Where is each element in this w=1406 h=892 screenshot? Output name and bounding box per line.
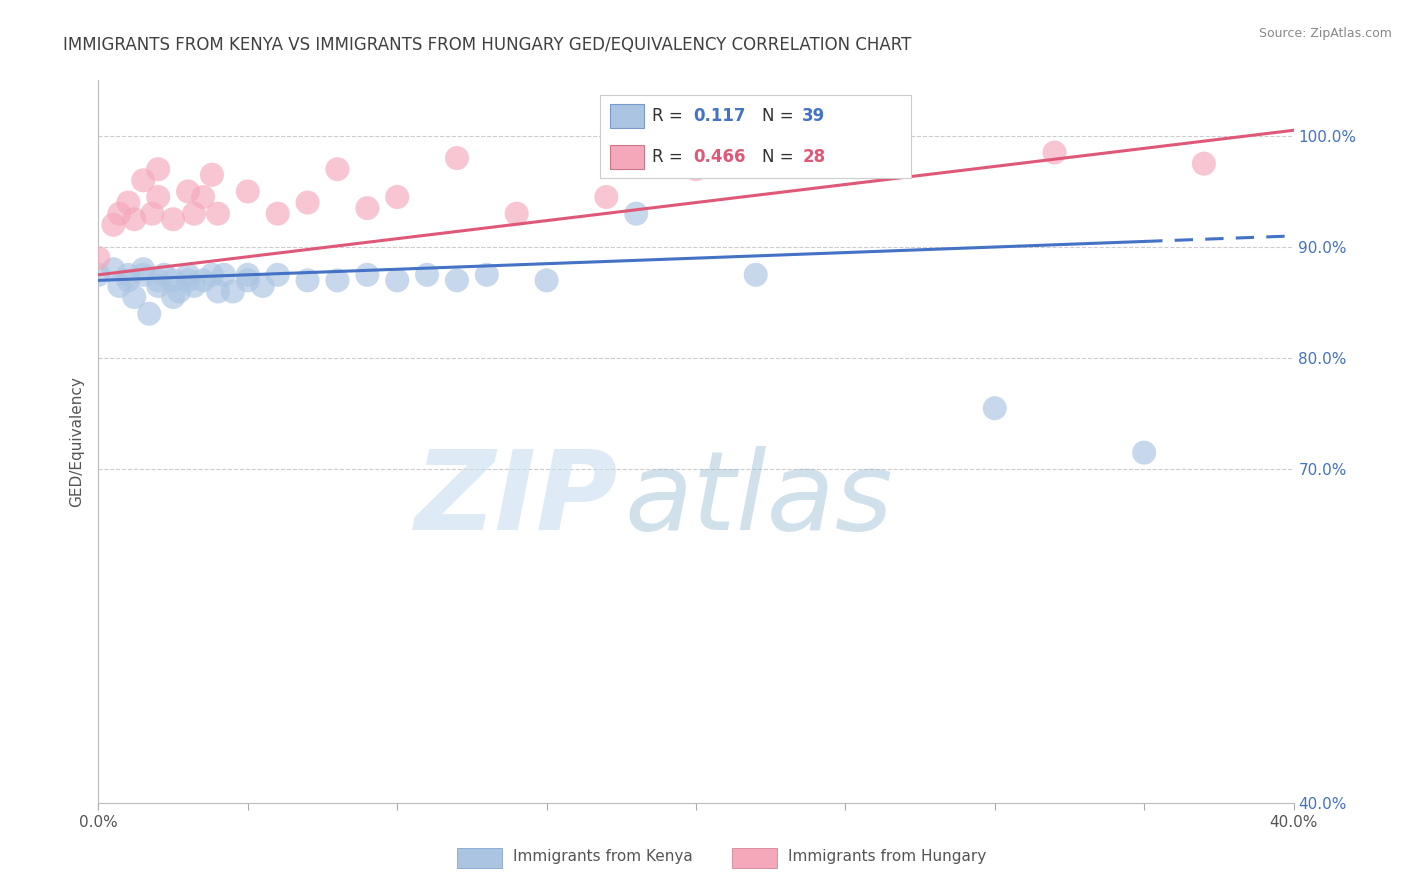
Point <box>834 156 856 170</box>
Point <box>236 185 259 199</box>
Point <box>117 195 139 210</box>
Point <box>103 262 125 277</box>
Point <box>626 207 648 221</box>
Point <box>595 190 617 204</box>
Point <box>153 268 176 282</box>
Point <box>132 262 155 277</box>
Point <box>385 190 409 204</box>
Point <box>177 273 200 287</box>
Point <box>183 279 205 293</box>
Point <box>132 173 155 187</box>
Point <box>138 307 160 321</box>
Text: IMMIGRANTS FROM KENYA VS IMMIGRANTS FROM HUNGARY GED/EQUIVALENCY CORRELATION CHA: IMMIGRANTS FROM KENYA VS IMMIGRANTS FROM… <box>63 36 911 54</box>
Text: Immigrants from Kenya: Immigrants from Kenya <box>513 849 693 864</box>
Point <box>108 279 131 293</box>
Point <box>87 268 110 282</box>
Point <box>148 162 170 177</box>
Point <box>236 268 259 282</box>
Point <box>416 268 439 282</box>
Point <box>297 195 319 210</box>
Point <box>252 279 274 293</box>
Point <box>506 207 529 221</box>
Y-axis label: GED/Equivalency: GED/Equivalency <box>69 376 84 507</box>
Point <box>108 207 131 221</box>
Point <box>326 162 349 177</box>
Point <box>1192 156 1215 170</box>
Point <box>177 268 200 282</box>
Point <box>201 168 224 182</box>
Point <box>745 268 768 282</box>
Point <box>148 273 170 287</box>
Point <box>124 212 146 227</box>
Point <box>685 162 707 177</box>
Text: ZIP: ZIP <box>415 446 619 553</box>
Point <box>124 290 146 304</box>
Point <box>162 290 184 304</box>
FancyBboxPatch shape <box>733 847 778 868</box>
Point <box>267 207 290 221</box>
Point <box>984 401 1007 416</box>
Point <box>191 273 214 287</box>
Point <box>201 268 224 282</box>
Point <box>148 279 170 293</box>
Point <box>212 268 235 282</box>
Point <box>162 273 184 287</box>
Point <box>177 185 200 199</box>
Point <box>103 218 125 232</box>
Text: Immigrants from Hungary: Immigrants from Hungary <box>787 849 986 864</box>
Point <box>207 207 229 221</box>
Point <box>536 273 558 287</box>
Text: atlas: atlas <box>624 446 893 553</box>
Point <box>267 268 290 282</box>
Point <box>1133 445 1156 459</box>
Point <box>141 207 163 221</box>
Point <box>191 190 214 204</box>
Point <box>385 273 409 287</box>
Point <box>356 268 378 282</box>
Point <box>132 268 155 282</box>
Point <box>236 273 259 287</box>
Point <box>356 201 378 215</box>
Point <box>148 190 170 204</box>
Point <box>162 212 184 227</box>
Point <box>1043 145 1066 160</box>
Point <box>167 285 190 299</box>
Text: Source: ZipAtlas.com: Source: ZipAtlas.com <box>1258 27 1392 40</box>
Point <box>207 285 229 299</box>
Point <box>297 273 319 287</box>
Point <box>183 207 205 221</box>
Point <box>326 273 349 287</box>
Point <box>87 251 110 265</box>
Point <box>117 273 139 287</box>
Point <box>117 268 139 282</box>
Point <box>475 268 498 282</box>
Point <box>446 273 468 287</box>
Point <box>446 151 468 165</box>
Point <box>222 285 245 299</box>
FancyBboxPatch shape <box>457 847 502 868</box>
